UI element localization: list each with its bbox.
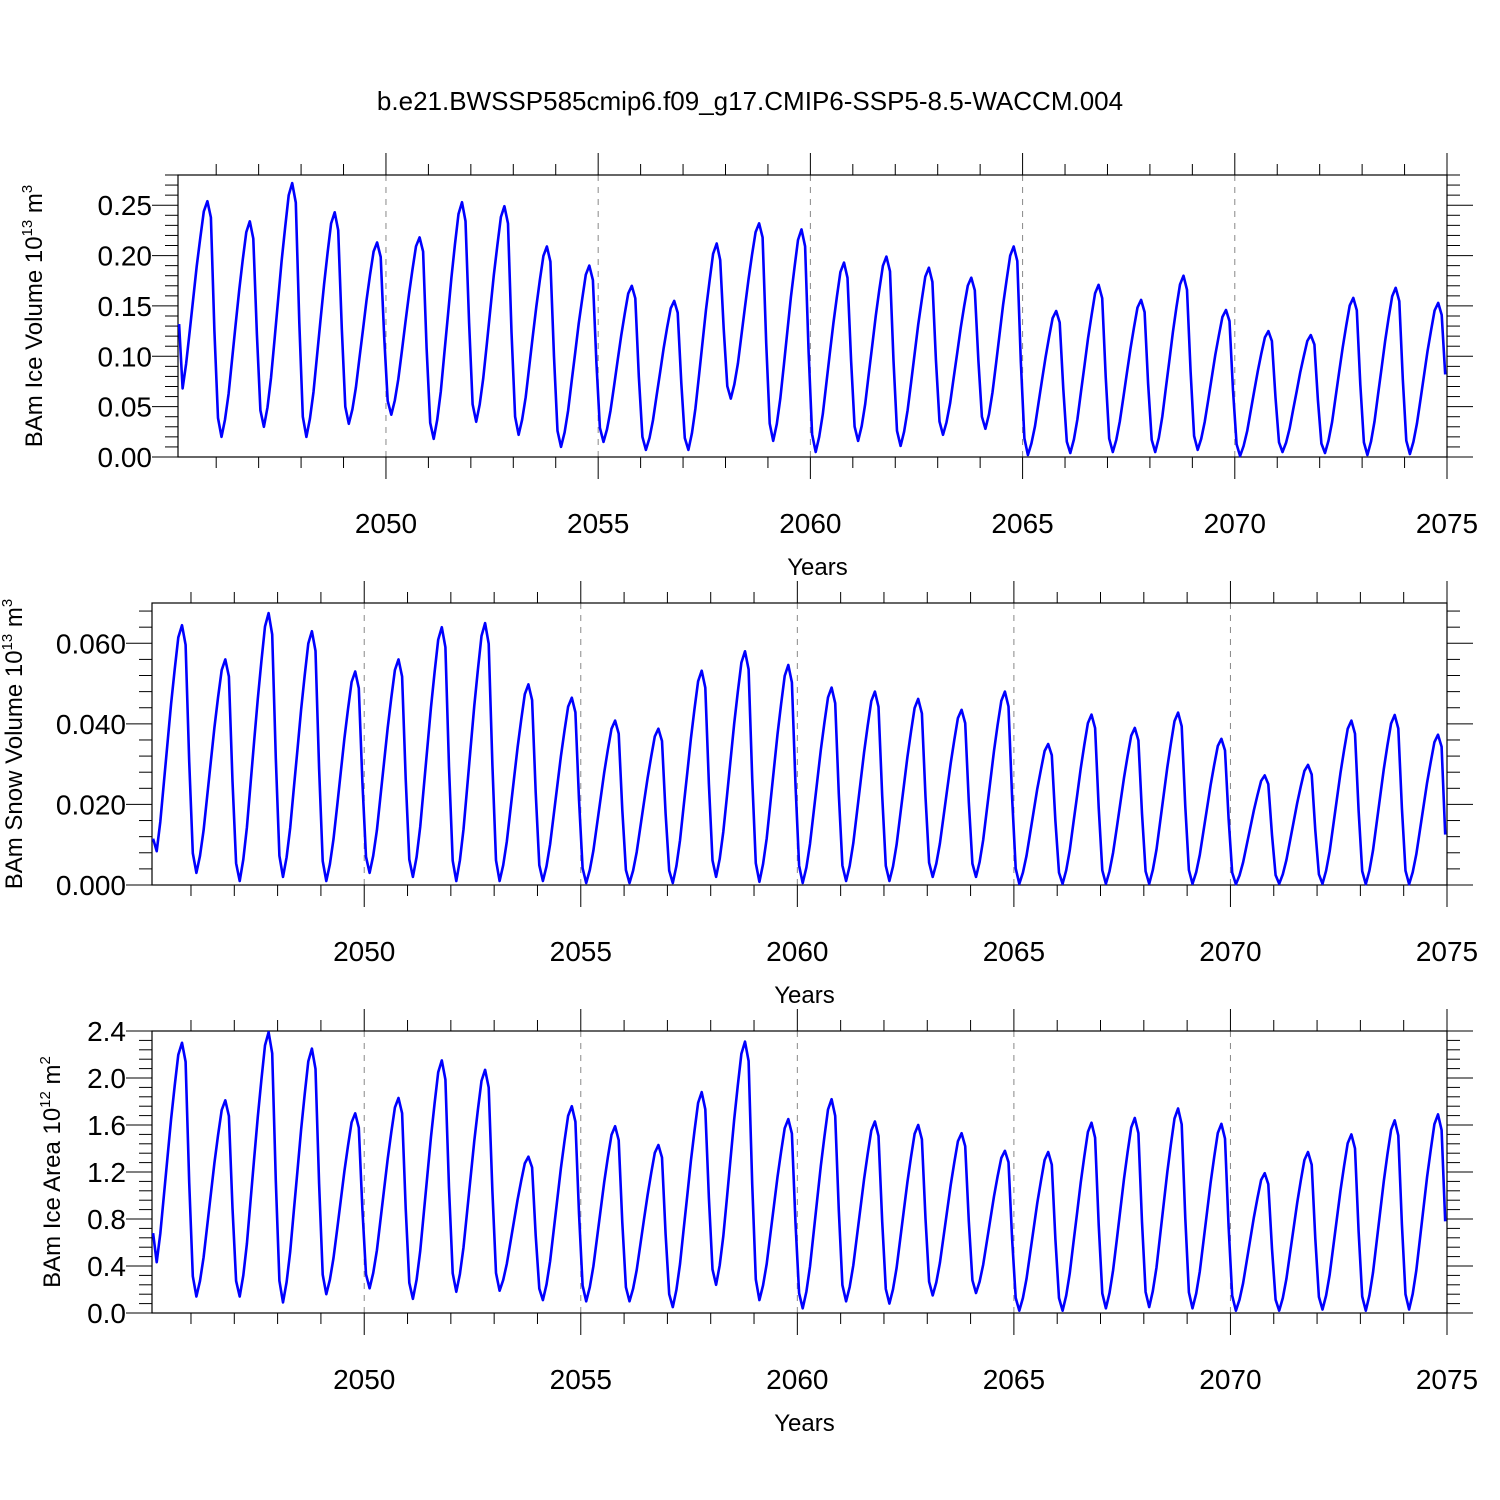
plot-frame [151, 602, 1448, 886]
x-tick-label: 2060 [766, 1364, 828, 1395]
x-tick-label: 2075 [1416, 508, 1478, 539]
x-axis-label: Years [787, 554, 848, 581]
plot-frame [177, 174, 1448, 458]
figure-title: b.e21.BWSSP585cmip6.f09_g17.CMIP6-SSP5-8… [377, 86, 1123, 116]
panels: 2050 2055 2060 2065 2070 2075 0.00 0.05 0.10 0.15… [0, 153, 1478, 1437]
y-tick-label: 0.05 [98, 392, 153, 423]
x-tick-label: 2050 [333, 1364, 395, 1395]
y-axis-label-unit: m [1, 607, 28, 634]
x-axis-label: Years [774, 1410, 835, 1437]
y-axis-label: BAm Snow Volume 1013 m3 [0, 599, 28, 890]
panel-3: 2050 2055 2060 2065 2070 2075 0.0 0.4 0.8 1.2 1.6 2… [37, 1009, 1478, 1437]
y-axis-label: BAm Ice Volume 1013 m3 [19, 185, 48, 447]
y-axis-label-text: BAm Ice Volume 10 [21, 236, 48, 447]
y-tick-label: 0.00 [98, 442, 153, 473]
x-tick-label: 2070 [1199, 1364, 1261, 1395]
y-tick-label: 0.0 [87, 1298, 126, 1329]
y-tick-label: 0.15 [98, 291, 153, 322]
y-axis-label-text: BAm Snow Volume 10 [1, 650, 28, 889]
y-axis-label-exponent: 13 [0, 634, 16, 651]
y-tick-label: 0.10 [98, 341, 153, 372]
x-tick-label: 2065 [991, 508, 1053, 539]
x-tick-label: 2050 [355, 508, 417, 539]
y-axis-label-unit: m [39, 1064, 66, 1091]
series-line [151, 611, 1447, 886]
y-axis-label-unit-exponent: 3 [0, 599, 16, 607]
plot-frame [151, 1030, 1448, 1314]
x-tick-label: 2070 [1199, 936, 1261, 967]
x-tick-label: 2070 [1204, 508, 1266, 539]
x-tick-label: 2060 [766, 936, 828, 967]
series-line [151, 1030, 1447, 1312]
y-axis-label: BAm Ice Area 1012 m2 [37, 1056, 66, 1288]
y-tick-label: 1.2 [87, 1157, 126, 1188]
y-axis-label-unit: m [21, 193, 48, 220]
y-axis-label-text: BAm Ice Area 10 [39, 1108, 66, 1288]
y-tick-label: 0.4 [87, 1251, 126, 1282]
y-tick-label: 0.020 [56, 789, 126, 820]
x-tick-label: 2060 [779, 508, 841, 539]
y-tick-label: 0.25 [98, 190, 153, 221]
y-axis-label-unit-exponent: 3 [19, 185, 36, 193]
x-axis-label: Years [774, 982, 835, 1009]
x-tick-label: 2065 [983, 936, 1045, 967]
series-line [177, 181, 1447, 458]
y-tick-label: 0.000 [56, 870, 126, 901]
y-axis-label-exponent: 12 [37, 1091, 54, 1108]
y-axis-label-exponent: 13 [19, 220, 36, 237]
x-tick-label: 2065 [983, 1364, 1045, 1395]
y-tick-label: 0.060 [56, 628, 126, 659]
x-tick-label: 2075 [1416, 1364, 1478, 1395]
x-tick-label: 2075 [1416, 936, 1478, 967]
panel-1: 2050 2055 2060 2065 2070 2075 0.00 0.05 0.10 0.15… [19, 153, 1478, 581]
y-tick-label: 1.6 [87, 1110, 126, 1141]
y-tick-label: 2.0 [87, 1063, 126, 1094]
panel-2: 2050 2055 2060 2065 2070 2075 0.000 0.020 0.040 0… [0, 581, 1478, 1009]
y-tick-label: 2.4 [87, 1016, 126, 1047]
y-tick-label: 0.8 [87, 1204, 126, 1235]
x-tick-label: 2055 [550, 1364, 612, 1395]
y-tick-label: 0.040 [56, 709, 126, 740]
x-tick-label: 2050 [333, 936, 395, 967]
x-tick-label: 2055 [567, 508, 629, 539]
y-axis-label-unit-exponent: 2 [37, 1056, 54, 1064]
x-tick-label: 2055 [550, 936, 612, 967]
y-tick-label: 0.20 [98, 241, 153, 272]
